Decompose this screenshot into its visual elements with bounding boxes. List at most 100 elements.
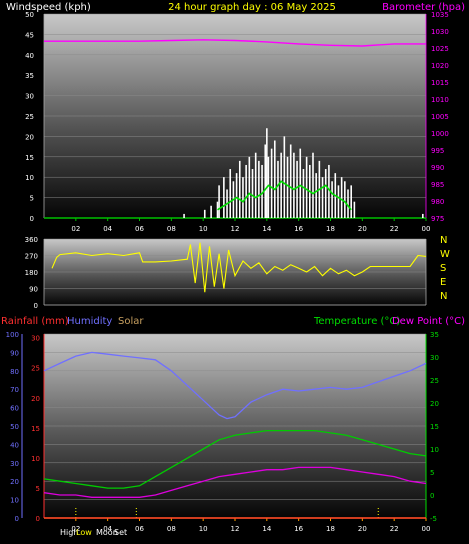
rainfall-label: Rainfall (mm)	[1, 316, 69, 327]
rainfall-tick-label: 5	[36, 485, 40, 493]
direction-tick-label: 360	[25, 236, 38, 244]
humidity-tick-label: 50	[10, 423, 19, 431]
barometer-tick-label: 990	[431, 164, 444, 172]
direction-tick-label: 90	[29, 286, 38, 294]
humidity-tick-label: 0	[15, 515, 19, 523]
barometer-tick-label: 980	[431, 198, 444, 206]
temp-x-tick-label: 08	[167, 525, 176, 533]
low-tide-marker: Low	[76, 528, 92, 537]
barometer-tick-label: 975	[431, 215, 444, 223]
wind-y-tick-label: 0	[30, 215, 34, 223]
humidity-tick-label: 80	[10, 368, 19, 376]
temperature-tick-label: 20	[430, 400, 439, 408]
temperature-tick-label: 35	[430, 331, 439, 339]
rainfall-tick-label: 30	[31, 335, 40, 343]
temperature-label: Temperature (°C)	[313, 316, 400, 327]
wind-y-tick-label: 45	[25, 31, 34, 39]
compass-label: E	[440, 277, 446, 288]
wind-y-tick-label: 30	[25, 93, 34, 101]
direction-tick-label: 180	[25, 269, 38, 277]
humidity-tick-label: 90	[10, 349, 19, 357]
chart-title: 24 hour graph day : 06 May 2025	[168, 2, 336, 13]
compass-label: N	[440, 235, 447, 246]
temperature-tick-label: 15	[430, 423, 439, 431]
barometer-line	[44, 39, 426, 47]
wind-x-tick-label: 18	[326, 225, 335, 233]
humidity-tick-label: 100	[6, 331, 19, 339]
wind-x-tick-label: 22	[390, 225, 399, 233]
temp-x-tick-label: 06	[135, 525, 144, 533]
rainfall-tick-label: 15	[31, 425, 40, 433]
rainfall-tick-label: 10	[31, 455, 40, 463]
wind-y-tick-label: 40	[25, 52, 34, 60]
temperature-tick-label: -5	[430, 515, 437, 523]
wind-x-tick-label: 20	[358, 225, 367, 233]
rainfall-tick-label: 20	[31, 395, 40, 403]
barometer-tick-label: 1035	[431, 11, 449, 19]
wind-direction-line	[51, 242, 427, 293]
wind-x-tick-label: 02	[71, 225, 80, 233]
moonset-marker: Set	[114, 528, 127, 537]
compass-label: S	[440, 263, 446, 274]
wind-y-tick-label: 10	[25, 174, 34, 182]
temperature-tick-label: 25	[430, 377, 439, 385]
barometer-tick-label: 995	[431, 147, 444, 155]
rainfall-tick-label: 25	[31, 365, 40, 373]
temp-x-tick-label: 16	[294, 525, 303, 533]
humidity-tick-label: 60	[10, 405, 19, 413]
wind-y-tick-label: 15	[25, 154, 34, 162]
wind-y-tick-label: 50	[25, 11, 34, 19]
humidity-line	[43, 351, 427, 420]
humidity-tick-label: 30	[10, 460, 19, 468]
compass-label: N	[440, 291, 447, 302]
wind-x-tick-label: 14	[262, 225, 271, 233]
windspeed-axis-title: Windspeed (kph)	[6, 2, 91, 13]
barometer-tick-label: 1015	[431, 79, 449, 87]
temp-x-tick-label: 10	[199, 525, 208, 533]
barometer-tick-label: 1005	[431, 113, 449, 121]
wind-x-tick-label: 04	[103, 225, 112, 233]
barometer-tick-label: 1020	[431, 62, 449, 70]
temperature-tick-label: 10	[430, 446, 439, 454]
temp-x-tick-label: 14	[262, 525, 271, 533]
direction-tick-label: 270	[25, 253, 38, 261]
wind-y-tick-label: 5	[30, 195, 34, 203]
temp-x-tick-label: 00	[422, 525, 431, 533]
humidity-tick-label: 70	[10, 386, 19, 394]
barometer-tick-label: 1010	[431, 96, 449, 104]
temperature-tick-label: 30	[430, 354, 439, 362]
temp-x-tick-label: 02	[71, 525, 80, 533]
humidity-tick-label: 20	[10, 478, 19, 486]
dewpoint-line	[43, 466, 427, 498]
temp-x-tick-label: 12	[231, 525, 240, 533]
barometer-tick-label: 1030	[431, 28, 449, 36]
temp-x-tick-label: 04	[103, 525, 112, 533]
humidity-label: Humidity	[67, 316, 112, 327]
barometer-tick-label: 1000	[431, 130, 449, 138]
moon-marker: Moon	[96, 528, 118, 537]
direction-tick-label: 0	[34, 302, 38, 310]
rainfall-tick-label: 0	[36, 515, 40, 523]
temperature-tick-label: 0	[430, 492, 434, 500]
temperature-tick-label: 5	[430, 469, 434, 477]
wind-x-tick-label: 08	[167, 225, 176, 233]
wind-y-tick-label: 20	[25, 133, 34, 141]
temp-x-tick-label: 18	[326, 525, 335, 533]
wind-x-tick-label: 12	[231, 225, 240, 233]
wind-average-line	[217, 180, 352, 211]
wind-x-tick-label: 10	[199, 225, 208, 233]
compass-label: W	[440, 249, 450, 260]
wind-y-tick-label: 35	[25, 72, 34, 80]
humidity-tick-label: 40	[10, 441, 19, 449]
wind-x-tick-label: 16	[294, 225, 303, 233]
high-tide-marker: High	[60, 528, 78, 537]
wind-x-tick-label: 06	[135, 225, 144, 233]
solar-label: Solar	[118, 316, 144, 327]
barometer-tick-label: 985	[431, 181, 444, 189]
barometer-tick-label: 1025	[431, 45, 449, 53]
dewpoint-label: Dew Point (°C)	[392, 316, 465, 327]
temp-x-tick-label: 20	[358, 525, 367, 533]
barometer-axis-title: Barometer (hpa)	[382, 2, 465, 13]
wind-x-tick-label: 00	[422, 225, 431, 233]
